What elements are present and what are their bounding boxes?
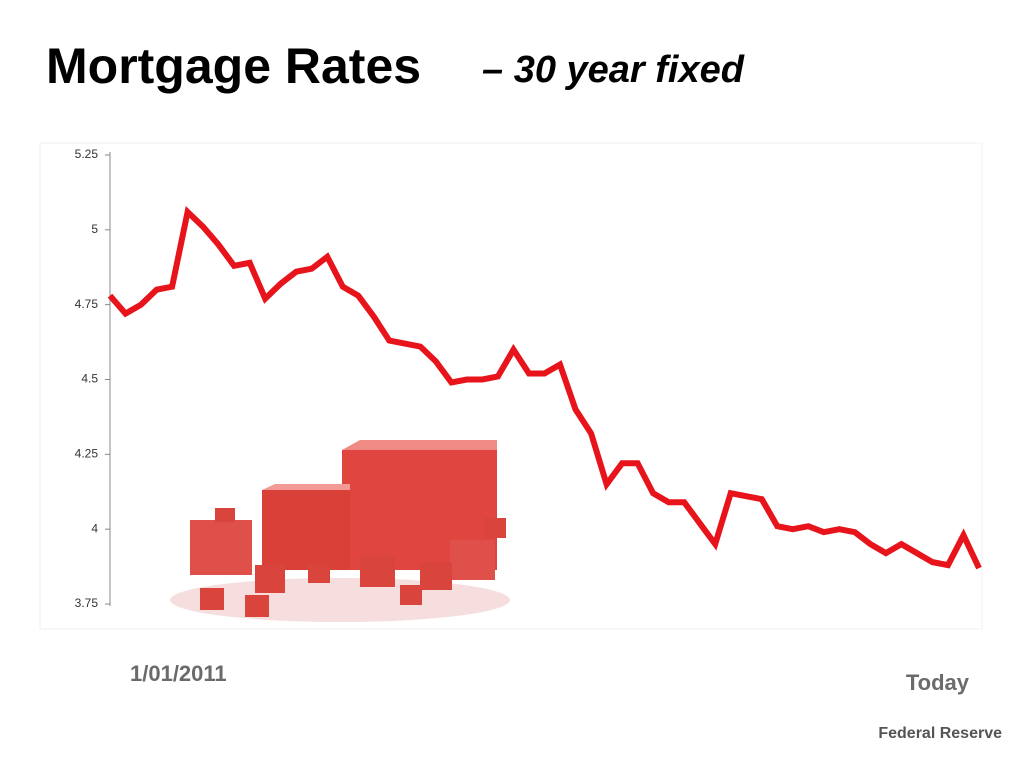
y-tick-label: 4.5 [81, 372, 98, 386]
y-tick-label: 4.25 [75, 447, 99, 461]
y-tick-label: 4.75 [75, 297, 99, 311]
cube [400, 585, 422, 605]
cubes-illustration [170, 440, 510, 622]
cube [200, 588, 224, 610]
cube [420, 562, 452, 590]
cube [308, 565, 330, 583]
cube [262, 490, 350, 570]
cube [190, 520, 252, 575]
cube-top [262, 484, 350, 490]
x-tick-label: Today [906, 670, 970, 695]
source: Federal Reserve [878, 725, 1002, 742]
cube [245, 595, 269, 617]
x-tick-label: 1/01/2011 [130, 661, 227, 686]
cube [484, 518, 506, 538]
cube [255, 565, 285, 593]
line [107, 205, 982, 570]
cube-top [342, 440, 497, 450]
cube [360, 555, 395, 587]
cube [215, 508, 235, 522]
plot-area [39, 142, 983, 630]
y-tick-label: 3.75 [75, 596, 99, 610]
y-tick-label: 4 [91, 521, 98, 535]
chart-title: Mortgage Rates [46, 38, 421, 94]
y-tick-label: 5.25 [75, 147, 99, 161]
y-tick-label: 5 [91, 222, 98, 236]
chart-subtitle: – 30 year fixed [482, 49, 745, 91]
cube [450, 540, 495, 580]
